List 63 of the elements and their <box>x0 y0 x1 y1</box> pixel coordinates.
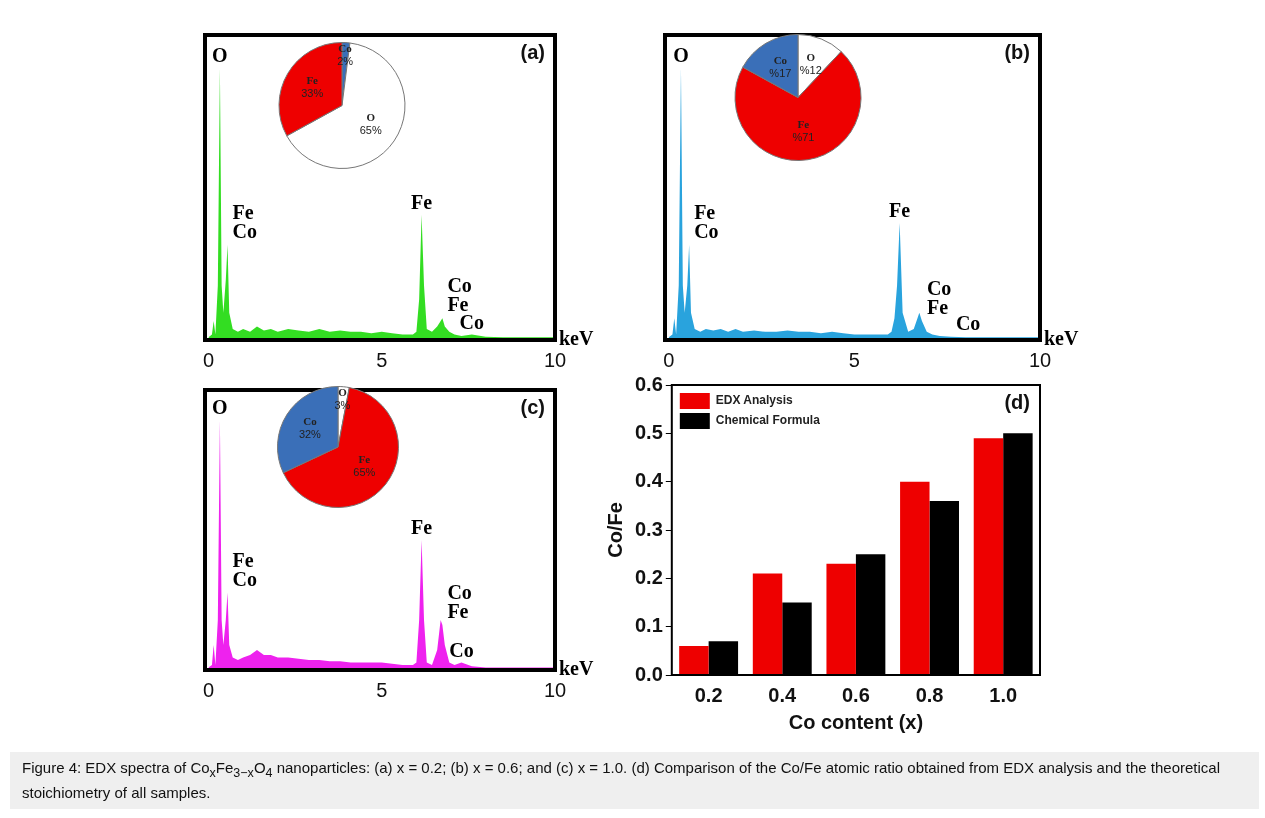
bar <box>900 481 930 675</box>
slice-label: O <box>806 51 816 64</box>
chart-title: (b) <box>1004 40 1030 63</box>
x-tick-label: 0.4 <box>768 683 798 706</box>
x-tick-label: 5 <box>848 348 860 371</box>
x-tick-label: 0 <box>202 678 215 701</box>
y-tick-label: 0.2 <box>634 565 663 588</box>
x-axis-title: keV <box>559 657 594 680</box>
y-tick-label: 0.4 <box>634 469 664 492</box>
slice-label: Fe <box>797 117 810 130</box>
annotation: Co <box>955 311 981 334</box>
data-label: 33% <box>301 86 324 99</box>
x-axis-title: Co content (x) <box>788 710 924 733</box>
x-tick-label: 10 <box>543 678 567 701</box>
y-tick-label: 0.0 <box>634 662 663 685</box>
x-tick-label: 10 <box>1028 348 1052 371</box>
chart-title: (a) <box>520 40 545 63</box>
slice-label: Co <box>773 53 788 66</box>
data-label: %71 <box>792 130 815 143</box>
bar <box>826 563 856 675</box>
annotation: O <box>212 43 228 66</box>
slice-label: Fe <box>306 73 319 86</box>
x-tick-label: 10 <box>543 348 567 371</box>
x-tick-label: 1.0 <box>989 683 1018 706</box>
bar <box>679 646 709 675</box>
chart-title: (c) <box>520 395 545 418</box>
legend-label: EDX Analysis <box>715 393 794 408</box>
data-label: 2% <box>337 55 354 68</box>
y-tick-label: 0.1 <box>634 614 663 637</box>
x-tick-label: 0.8 <box>915 683 944 706</box>
annotation: O <box>212 396 228 419</box>
data-label: 65% <box>353 466 376 479</box>
y-tick-label: 0.5 <box>634 420 663 443</box>
slice-label: Co <box>303 415 318 428</box>
annotation: Fe <box>411 516 433 539</box>
bar <box>973 438 1004 675</box>
bar <box>752 573 783 675</box>
annotation: Fe <box>411 190 433 213</box>
data-label: 32% <box>298 428 322 441</box>
data-label: %12 <box>799 64 822 77</box>
legend-label: Chemical Formula <box>715 413 821 428</box>
y-tick-label: 0.6 <box>634 372 663 395</box>
slice-label: O <box>366 110 376 123</box>
x-tick-label: 0.2 <box>694 683 723 706</box>
annotation: Fe <box>889 199 911 222</box>
chart-title: (d) <box>1004 390 1030 413</box>
text: Figure 4: EDX spectra of Co$_{x}$Fe$_{3−x}$O$_{4}$ nanoparticles: (a) x = 0.2; (b) x = 0.6; and (c) x = 1.0. (d) Comparison of the Co/Fe atomic ratio obtained from EDX analysis and the theoretical stoichiometry of all samples. <box>22 759 1221 801</box>
x-tick-label: 0.6 <box>842 683 870 706</box>
data-label: 3% <box>334 399 351 412</box>
x-tick-label: 5 <box>376 678 388 701</box>
y-axis-title: Co/Fe <box>603 502 626 558</box>
annotation: Co <box>449 638 474 661</box>
x-tick-label: 0 <box>663 348 675 371</box>
x-axis-title: keV <box>559 327 594 350</box>
x-tick-label: 5 <box>376 348 388 371</box>
y-tick-label: 0.3 <box>634 517 663 540</box>
data-label: %17 <box>769 66 792 79</box>
annotation: O <box>673 43 689 66</box>
data-label: 65% <box>359 124 382 137</box>
x-axis-title: keV <box>1044 327 1079 350</box>
slice-label: Fe <box>358 453 371 466</box>
slice-label: O <box>338 385 348 398</box>
x-tick-label: 0 <box>202 348 215 371</box>
